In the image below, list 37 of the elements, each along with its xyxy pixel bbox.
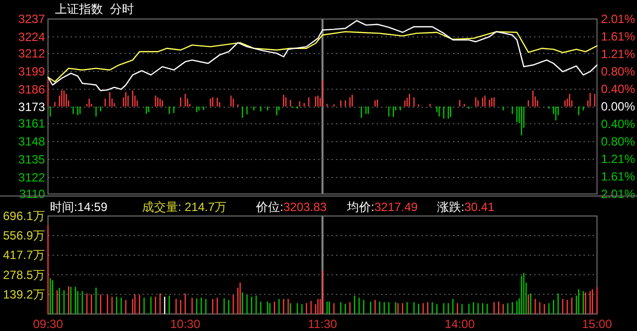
y-tick-label: 3135 bbox=[18, 152, 46, 167]
y-tick-label: 3173 bbox=[18, 100, 46, 114]
y2-tick-label: 0.40% bbox=[601, 82, 636, 96]
y-tick-label: 3212 bbox=[18, 46, 46, 60]
y-tick-label: 3237 bbox=[18, 12, 46, 26]
y-tick-label: 696.1万 bbox=[2, 209, 45, 223]
y-tick-label: 417.7万 bbox=[2, 248, 45, 262]
x-tick-label: 15:00 bbox=[582, 317, 612, 331]
y2-tick-label: 0.80% bbox=[601, 134, 636, 148]
y2-tick-label: 0.00% bbox=[601, 100, 636, 114]
y-tick-label: 556.9万 bbox=[2, 228, 45, 243]
text: 均价:3217.49 bbox=[346, 200, 418, 214]
y2-tick-label: 1.21% bbox=[601, 46, 636, 61]
y-tick-label: 3186 bbox=[18, 82, 46, 96]
text: 成交量: 214.7万 bbox=[142, 200, 227, 214]
y-tick-label: 3161 bbox=[18, 116, 46, 131]
text: 价位:3203.83 bbox=[255, 200, 328, 214]
text: 涨跌:30.41 bbox=[437, 200, 495, 214]
chart-title: 上证指数 bbox=[55, 2, 103, 16]
y-tick-label: 278.5万 bbox=[2, 268, 45, 282]
text: 时间:14:59 bbox=[50, 200, 108, 214]
y2-tick-label: 0.80% bbox=[601, 64, 636, 79]
y2-tick-label: 0.40% bbox=[601, 116, 636, 131]
y2-tick-label: 1.61% bbox=[601, 170, 636, 184]
x-tick-label: 14:00 bbox=[444, 317, 476, 331]
x-tick-label: 11:30 bbox=[308, 317, 338, 331]
y-tick-label: 3148 bbox=[18, 134, 46, 149]
y-tick-label: 3224 bbox=[18, 30, 46, 44]
y2-tick-label: 1.21% bbox=[601, 152, 636, 166]
chart-subtitle: 分时 bbox=[110, 2, 134, 16]
y-tick-label: 3122 bbox=[18, 170, 46, 184]
y2-tick-label: 1.61% bbox=[601, 29, 636, 44]
x-tick-label: 10:30 bbox=[170, 317, 201, 331]
y2-tick-label: 2.01% bbox=[601, 12, 636, 26]
y-tick-label: 3199 bbox=[18, 64, 46, 78]
x-tick-label: 09:30 bbox=[32, 317, 64, 331]
y-tick-label: 139.2万 bbox=[2, 287, 45, 302]
